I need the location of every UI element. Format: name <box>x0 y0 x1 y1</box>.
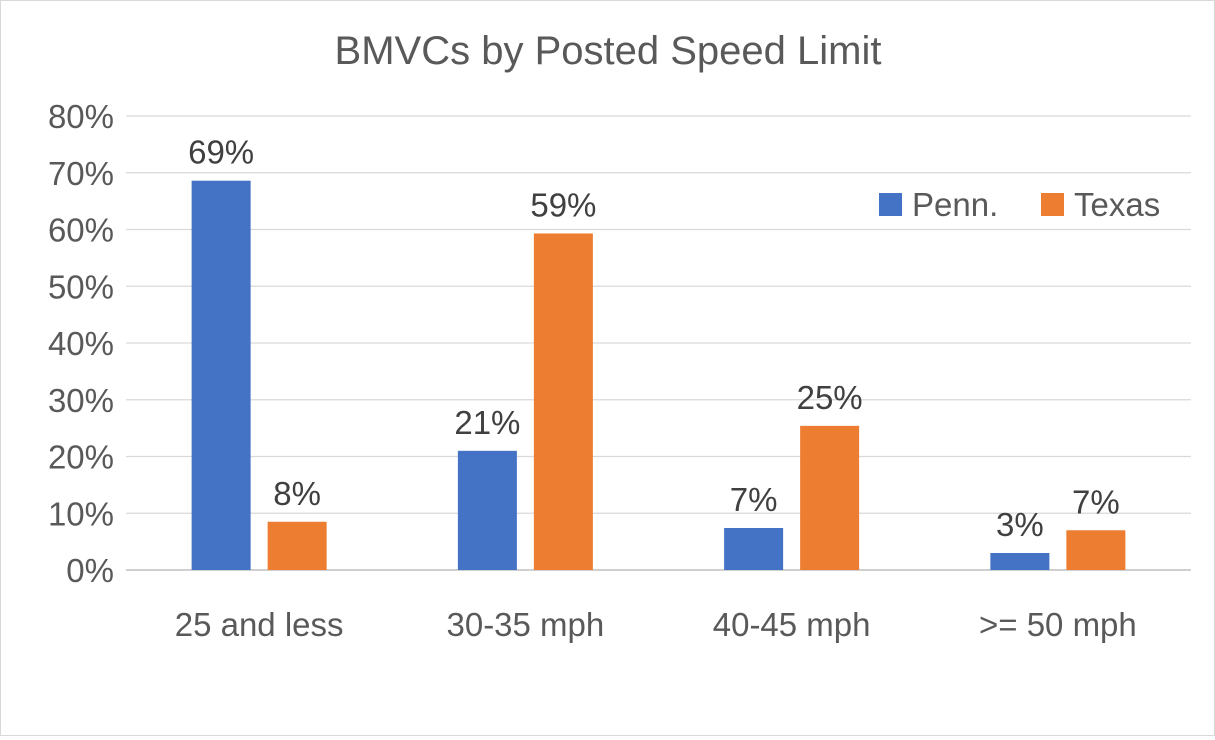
bar <box>1066 530 1126 570</box>
y-tick-label: 40% <box>48 325 114 362</box>
data-label: 7% <box>730 481 778 518</box>
legend-label: Penn. <box>912 186 998 223</box>
x-category-label: 40-45 mph <box>713 606 871 643</box>
legend-label: Texas <box>1074 186 1160 223</box>
data-labels: 69% 8% 21% 59% 7% 25% 3% 7% <box>188 134 1120 543</box>
y-tick-label: 60% <box>48 212 114 249</box>
x-category-label: >= 50 mph <box>979 606 1137 643</box>
bar <box>800 425 860 570</box>
legend-swatch <box>1041 193 1064 216</box>
legend-swatch <box>879 193 902 216</box>
data-label: 3% <box>996 506 1044 543</box>
bar <box>457 450 517 570</box>
y-tick-label: 70% <box>48 155 114 192</box>
data-label: 8% <box>273 475 321 512</box>
bar <box>533 233 593 570</box>
bars <box>191 180 1126 570</box>
y-tick-label: 30% <box>48 382 114 419</box>
y-tick-label: 0% <box>66 552 114 589</box>
data-label: 59% <box>530 186 596 223</box>
y-tick-label: 80% <box>48 98 114 135</box>
x-category-label: 30-35 mph <box>446 606 604 643</box>
chart-title: BMVCs by Posted Speed Limit <box>335 29 882 73</box>
data-label: 21% <box>454 404 520 441</box>
x-axis-categories: 25 and less 30-35 mph 40-45 mph >= 50 mph <box>175 606 1137 643</box>
data-label: 69% <box>188 134 254 171</box>
bar <box>191 180 251 570</box>
data-label: 25% <box>797 379 863 416</box>
data-label: 7% <box>1072 483 1120 520</box>
bar <box>724 528 784 570</box>
y-tick-label: 50% <box>48 268 114 305</box>
y-tick-label: 20% <box>48 439 114 476</box>
legend: Penn. Texas <box>879 186 1160 223</box>
y-tick-label: 10% <box>48 495 114 532</box>
bar <box>267 521 327 570</box>
y-axis-ticks: 0% 10% 20% 30% 40% 50% 60% 70% 80% <box>48 98 114 589</box>
bar <box>990 552 1050 570</box>
x-category-label: 25 and less <box>175 606 344 643</box>
